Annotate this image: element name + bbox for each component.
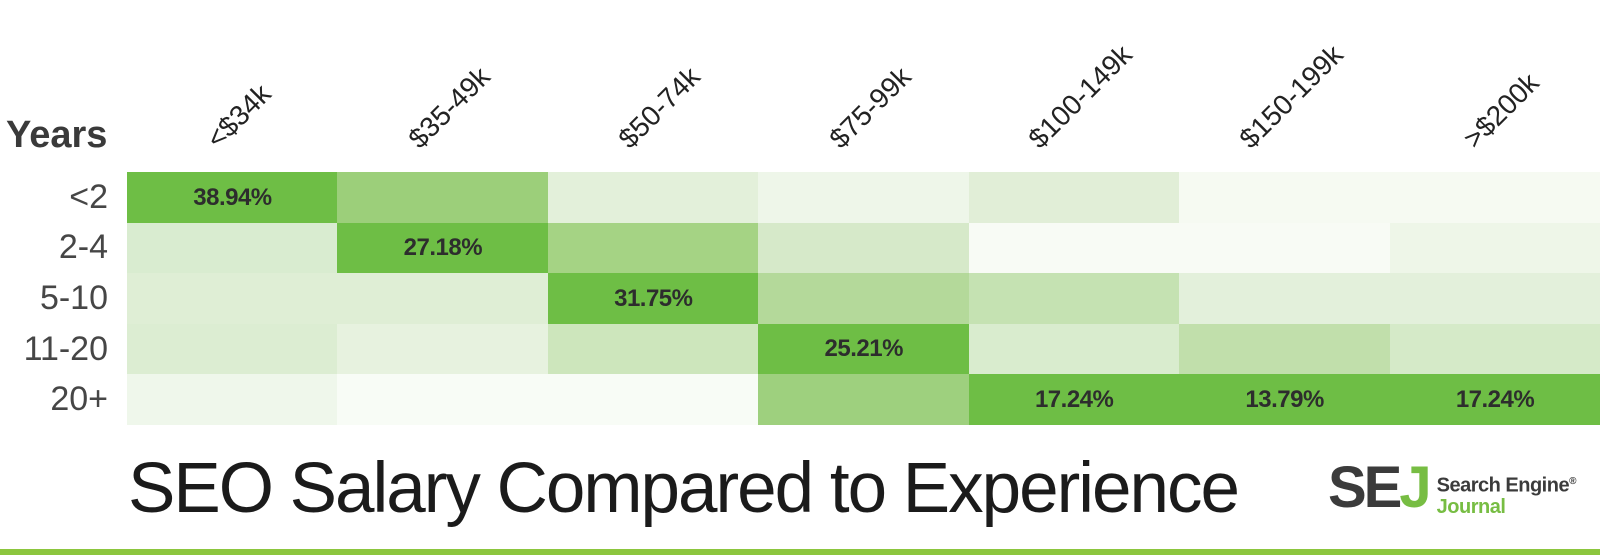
chart-title: SEO Salary Compared to Experience — [128, 449, 1240, 528]
logo-j: J — [1399, 455, 1431, 520]
column-header: >$200k — [1457, 66, 1545, 155]
heatmap-cell — [968, 273, 1180, 325]
sej-logo-wordmark: Search Engine® Journal — [1436, 461, 1577, 518]
heatmap-cell — [1389, 222, 1600, 274]
heatmap-cell — [547, 222, 759, 274]
heatmap-cell: 17.24% — [1389, 374, 1600, 426]
logo-se: SE — [1328, 455, 1402, 520]
logo-search-engine: Search Engine® — [1436, 474, 1577, 497]
heatmap-cell: 38.94% — [127, 172, 338, 224]
heatmap-cell — [1389, 323, 1600, 375]
heatmap-cell — [758, 222, 970, 274]
heatmap-cell — [758, 273, 970, 325]
years-axis-label: Years — [6, 114, 108, 156]
column-header: $50-74k — [612, 60, 707, 155]
heatmap-cell — [968, 323, 1180, 375]
column-header: $35-49k — [402, 60, 496, 155]
heatmap-cell — [127, 323, 338, 375]
heatmap-cell: 31.75% — [547, 273, 759, 325]
column-header: $100-149k — [1022, 38, 1139, 155]
heatmap-cell: 17.24% — [968, 374, 1180, 426]
sej-logo: SEJ Search Engine® Journal — [1328, 459, 1577, 518]
heatmap-cell — [127, 222, 338, 274]
heatmap-cell — [337, 273, 549, 325]
heatmap-cell — [337, 374, 549, 426]
heatmap-cell — [127, 374, 338, 426]
row-label: 5-10 — [39, 278, 108, 317]
column-header: <$34k — [200, 77, 277, 155]
row-label: 2-4 — [58, 228, 108, 267]
heatmap-cell — [1179, 273, 1391, 325]
heatmap-cell — [968, 222, 1180, 274]
sej-logo-letters: SEJ — [1328, 459, 1432, 517]
logo-journal: Journal — [1436, 495, 1506, 518]
heatmap-cell — [547, 374, 759, 426]
column-header: $150-199k — [1232, 38, 1349, 155]
row-label: 11-20 — [23, 329, 108, 368]
heatmap-cell — [337, 323, 549, 375]
column-header: $75-99k — [823, 60, 917, 155]
heatmap-cell: 27.18% — [337, 222, 549, 274]
row-label: <2 — [69, 177, 108, 216]
heatmap-cell — [968, 172, 1180, 224]
heatmap-cell — [1179, 222, 1391, 274]
heatmap-cell — [1389, 172, 1600, 224]
heatmap-cell — [758, 374, 970, 426]
heatmap-cell — [1179, 323, 1391, 375]
row-label: 20+ — [50, 380, 108, 419]
heatmap-cell: 25.21% — [758, 323, 970, 375]
heatmap-cell — [337, 172, 549, 224]
heatmap-cell — [547, 172, 759, 224]
registered-trademark-icon: ® — [1569, 476, 1576, 487]
footer-bar — [0, 549, 1600, 555]
heatmap-cell — [1179, 172, 1391, 224]
heatmap-cell — [547, 323, 759, 375]
heatmap-cell — [758, 172, 970, 224]
heatmap-cell — [1389, 273, 1600, 325]
heatmap-cell: 13.79% — [1179, 374, 1391, 426]
heatmap-cell — [127, 273, 338, 325]
